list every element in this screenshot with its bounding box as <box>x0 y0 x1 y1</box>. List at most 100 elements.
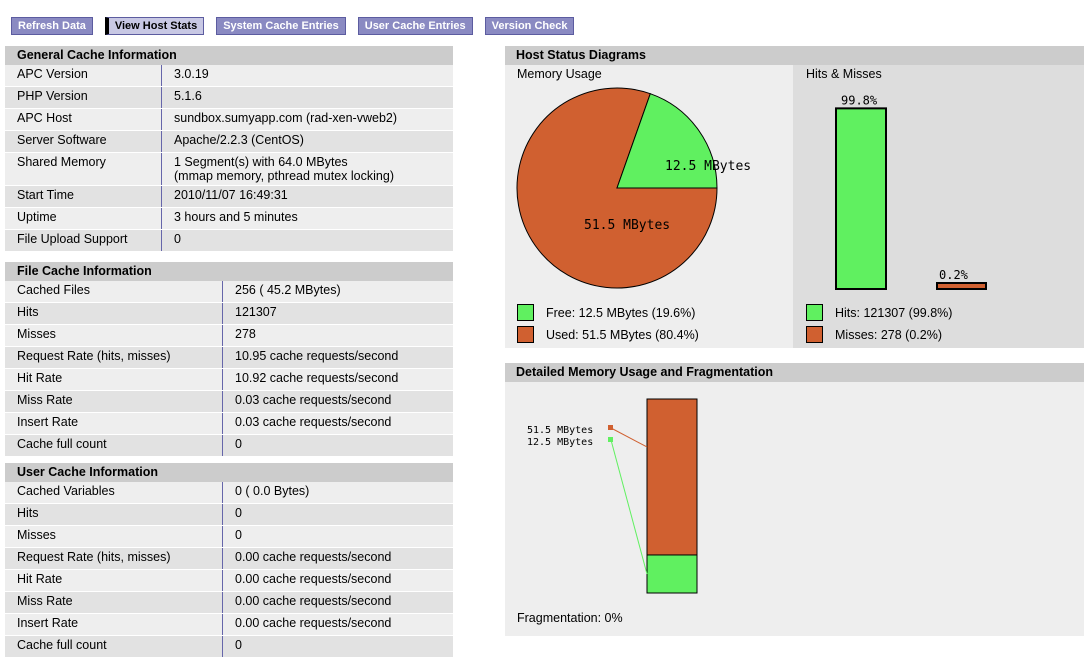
row-value: 0.00 cache requests/second <box>222 547 453 570</box>
row-label: Insert Rate <box>5 412 223 435</box>
table-row: Shared Memory 1 Segment(s) with 64.0 MByt… <box>5 152 453 186</box>
version-check-button[interactable]: Version Check <box>484 17 575 35</box>
section-title: General Cache Information <box>5 46 453 65</box>
table-row: Cache full count 0 <box>5 434 453 457</box>
row-value: 0 <box>161 229 453 252</box>
value-line: 0.00 cache requests/second <box>235 550 392 564</box>
hits-misses-title: Hits & Misses <box>806 67 882 81</box>
memory-usage-title: Memory Usage <box>517 67 602 81</box>
frag-label-used: 51.5 MBytes <box>527 425 593 436</box>
value-line: 0 <box>174 232 181 246</box>
value-line: 0.00 cache requests/second <box>235 572 392 586</box>
legend-hits: Hits: 121307 (99.8%) <box>806 304 952 321</box>
value-line: 0.03 cache requests/second <box>235 415 392 429</box>
value-line: 0 <box>235 506 242 520</box>
row-value: 0.00 cache requests/second <box>222 569 453 592</box>
value-line: 0 <box>235 437 242 451</box>
row-label: Miss Rate <box>5 591 223 614</box>
row-value: Apache/2.2.3 (CentOS) <box>161 130 453 153</box>
row-value: 5.1.6 <box>161 86 453 109</box>
memory-fragmentation: Detailed Memory Usage and Fragmentation … <box>505 363 1084 636</box>
pie-slice-free <box>616 93 718 189</box>
table-row: Cached Variables 0 ( 0.0 Bytes) <box>5 482 453 504</box>
value-line: 0.00 cache requests/second <box>235 616 392 630</box>
legend-label: Misses: 278 (0.2%) <box>835 327 942 342</box>
nav-bar: Refresh Data View Host Stats System Cach… <box>11 17 586 35</box>
fragmentation-text: Fragmentation: 0% <box>517 611 623 625</box>
value-line: 3.0.19 <box>174 67 209 81</box>
table-row: APC Host sundbox.sumyapp.com (rad-xen-vwe… <box>5 108 453 131</box>
bar-label-hits: 99.8% <box>841 93 878 107</box>
row-value: 3 hours and 5 minutes <box>161 207 453 230</box>
view-host-stats-button[interactable]: View Host Stats <box>104 17 205 35</box>
table-row: Request Rate (hits, misses) 0.00 cache re… <box>5 547 453 570</box>
table-row: Server Software Apache/2.2.3 (CentOS) <box>5 130 453 153</box>
row-label: Shared Memory <box>5 152 162 186</box>
value-line: sundbox.sumyapp.com (rad-xen-vweb2) <box>174 111 398 125</box>
row-value: 0.00 cache requests/second <box>222 613 453 636</box>
frag-marker-used <box>608 425 613 430</box>
legend-label: Used: 51.5 MBytes (80.4%) <box>546 327 699 342</box>
row-label: File Upload Support <box>5 229 162 252</box>
host-charts: 12.5 MBytes 51.5 MBytes 99.8% 0.2% <box>516 87 987 290</box>
row-label: Hit Rate <box>5 569 223 592</box>
general-cache-info: General Cache Information APC Version 3.0.… <box>5 46 453 252</box>
user-cache-entries-button[interactable]: User Cache Entries <box>357 17 473 35</box>
frag-marker-free <box>608 437 613 442</box>
table-row: Misses 278 <box>5 324 453 347</box>
section-title: Host Status Diagrams <box>505 46 1084 65</box>
legend-misses: Misses: 278 (0.2%) <box>806 326 942 343</box>
row-label: Start Time <box>5 185 162 208</box>
legend-label: Free: 12.5 MBytes (19.6%) <box>546 305 696 320</box>
legend-swatch <box>517 304 534 321</box>
refresh-data-button[interactable]: Refresh Data <box>11 17 93 35</box>
row-value: 278 <box>222 324 453 347</box>
value-line: 2010/11/07 16:49:31 <box>174 188 288 202</box>
frag-bar-used <box>646 398 698 556</box>
pie-label-free: 12.5 MBytes <box>665 159 751 174</box>
row-label: Cache full count <box>5 434 223 457</box>
user-cache-info: User Cache Information Cached Variables 0 … <box>5 463 453 658</box>
row-value: 0 ( 0.0 Bytes) <box>222 482 453 504</box>
row-value: 3.0.19 <box>161 65 453 87</box>
value-line: Apache/2.2.3 (CentOS) <box>174 133 304 147</box>
system-cache-entries-button[interactable]: System Cache Entries <box>216 17 346 35</box>
table-row: Cached Files 256 ( 45.2 MBytes) <box>5 281 453 303</box>
table-row: Insert Rate 0.03 cache requests/second <box>5 412 453 435</box>
value-line: 3 hours and 5 minutes <box>174 210 298 224</box>
row-value: 256 ( 45.2 MBytes) <box>222 281 453 303</box>
value-line: 121307 <box>235 305 277 319</box>
table-row: Hit Rate 10.92 cache requests/second <box>5 368 453 391</box>
row-label: APC Version <box>5 65 162 87</box>
legend-used: Used: 51.5 MBytes (80.4%) <box>517 326 699 343</box>
table-row: APC Version 3.0.19 <box>5 65 453 87</box>
legend-label: Hits: 121307 (99.8%) <box>835 305 953 320</box>
row-value: 10.92 cache requests/second <box>222 368 453 391</box>
value-line: 0 <box>235 638 242 652</box>
row-label: PHP Version <box>5 86 162 109</box>
row-value: 0 <box>222 525 453 548</box>
frag-label-free: 12.5 MBytes <box>527 437 593 448</box>
bar-misses <box>936 282 987 290</box>
table-row: Hit Rate 0.00 cache requests/second <box>5 569 453 592</box>
table-row: Insert Rate 0.00 cache requests/second <box>5 613 453 636</box>
row-label: APC Host <box>5 108 162 131</box>
table-row: Request Rate (hits, misses) 10.95 cache r… <box>5 346 453 369</box>
row-label: Hits <box>5 503 223 526</box>
host-status-diagrams: Host Status Diagrams 12.5 MBytes 51.5 MBy… <box>505 46 1084 348</box>
section-title: Detailed Memory Usage and Fragmentation <box>505 363 1084 382</box>
value-line: 10.95 cache requests/second <box>235 349 399 363</box>
row-label: Misses <box>5 525 223 548</box>
legend-swatch <box>806 326 823 343</box>
row-label: Insert Rate <box>5 613 223 636</box>
row-label: Misses <box>5 324 223 347</box>
table-row: Miss Rate 0.03 cache requests/second <box>5 390 453 413</box>
frag-leader-free <box>610 439 648 575</box>
value-line: 0.03 cache requests/second <box>235 393 392 407</box>
table-row: Hits 0 <box>5 503 453 526</box>
value-line: (mmap memory, pthread mutex locking) <box>174 169 394 183</box>
row-value: 0 <box>222 503 453 526</box>
row-label: Server Software <box>5 130 162 153</box>
table-row: File Upload Support 0 <box>5 229 453 252</box>
